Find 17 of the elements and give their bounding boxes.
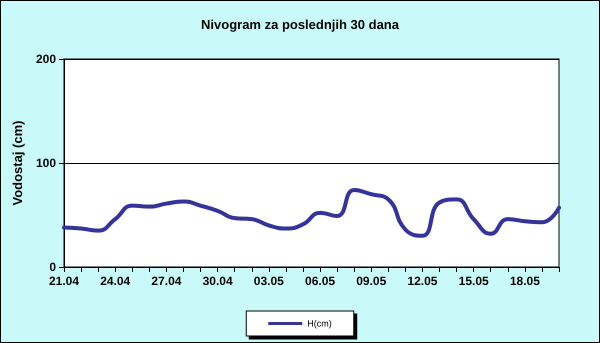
- y-tick-label: 0: [49, 260, 56, 274]
- line-series: [62, 188, 561, 238]
- x-tick-label: 12.05: [407, 274, 438, 288]
- y-tick-label: 100: [36, 156, 56, 170]
- chart-title: Nivogram za poslednjih 30 dana: [201, 17, 400, 32]
- x-tick-label: 06.05: [305, 274, 336, 288]
- x-tick-label: 24.04: [100, 274, 131, 288]
- x-tick-label: 03.05: [254, 274, 284, 288]
- x-tick-label: 27.04: [151, 274, 182, 288]
- y-axis-title: Vodostaj (cm): [10, 120, 25, 206]
- x-tick-label: 21.04: [48, 274, 80, 288]
- x-tick-label: 30.04: [202, 274, 233, 288]
- x-tick-label: 18.05: [510, 274, 540, 288]
- y-tick-label: 200: [36, 52, 56, 66]
- x-tick-label: 15.05: [458, 274, 489, 288]
- legend-label: H(cm): [307, 318, 332, 328]
- x-tick-label: 09.05: [356, 274, 387, 288]
